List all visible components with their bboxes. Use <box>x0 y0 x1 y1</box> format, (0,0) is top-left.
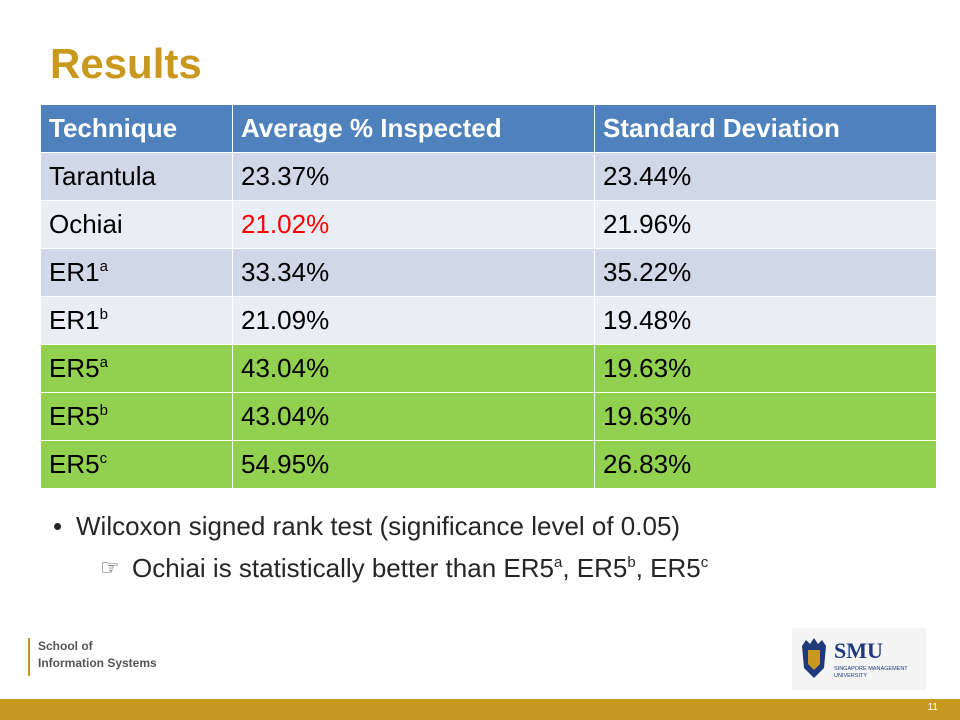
table-row: ER1a 33.34% 35.22% <box>40 248 937 297</box>
svg-text:SMU: SMU <box>834 638 883 663</box>
pointing-hand-icon: ☞ <box>100 555 120 580</box>
average-cell: 23.37% <box>232 152 595 201</box>
std-dev-cell: 26.83% <box>594 440 937 489</box>
std-dev-cell: 19.48% <box>594 296 937 345</box>
average-cell: 33.34% <box>232 248 595 297</box>
results-table: Technique Average % Inspected Standard D… <box>40 104 937 489</box>
header-standard-deviation: Standard Deviation <box>594 104 937 153</box>
page-number: 11 <box>927 702 938 713</box>
school-logo: School of Information Systems <box>28 638 157 676</box>
bullet-item: • Wilcoxon signed rank test (significanc… <box>53 508 708 548</box>
table-row: Tarantula 23.37% 23.44% <box>40 152 937 201</box>
table-row-highlighted: ER5a 43.04% 19.63% <box>40 344 937 393</box>
svg-text:UNIVERSITY: UNIVERSITY <box>834 673 867 679</box>
table-row: ER1b 21.09% 19.48% <box>40 296 937 345</box>
school-logo-line1: School of <box>38 639 93 653</box>
header-average-inspected: Average % Inspected <box>232 104 595 153</box>
average-cell: 21.09% <box>232 296 595 345</box>
average-cell: 43.04% <box>232 392 595 441</box>
school-logo-line2: Information Systems <box>38 656 157 670</box>
bullet-dot-icon: • <box>53 511 63 541</box>
std-dev-cell: 21.96% <box>594 200 937 249</box>
table-header-row: Technique Average % Inspected Standard D… <box>40 104 937 153</box>
sub-bullet-text: Ochiai is statistically better than ER5a… <box>132 553 709 583</box>
technique-cell: Ochiai <box>40 200 233 249</box>
technique-cell: ER1a <box>40 248 233 297</box>
table-row: Ochiai 21.02% 21.96% <box>40 200 937 249</box>
smu-logo: SMU SINGAPORE MANAGEMENT UNIVERSITY <box>792 628 926 690</box>
average-cell-highlighted: 21.02% <box>232 200 595 249</box>
footer-bar: 11 <box>0 699 960 720</box>
bullet-list: • Wilcoxon signed rank test (significanc… <box>53 508 708 586</box>
average-cell: 54.95% <box>232 440 595 489</box>
technique-cell: ER1b <box>40 296 233 345</box>
sub-bullet-item: ☞ Ochiai is statistically better than ER… <box>56 550 708 586</box>
table-row-highlighted: ER5b 43.04% 19.63% <box>40 392 937 441</box>
std-dev-cell: 35.22% <box>594 248 937 297</box>
average-cell: 43.04% <box>232 344 595 393</box>
std-dev-cell: 19.63% <box>594 392 937 441</box>
header-technique: Technique <box>40 104 233 153</box>
technique-cell: ER5c <box>40 440 233 489</box>
technique-cell: Tarantula <box>40 152 233 201</box>
std-dev-cell: 23.44% <box>594 152 937 201</box>
svg-text:SINGAPORE MANAGEMENT: SINGAPORE MANAGEMENT <box>834 666 908 672</box>
table-row-highlighted: ER5c 54.95% 26.83% <box>40 440 937 489</box>
technique-cell: ER5a <box>40 344 233 393</box>
slide-title: Results <box>50 40 202 87</box>
technique-cell: ER5b <box>40 392 233 441</box>
std-dev-cell: 19.63% <box>594 344 937 393</box>
bullet-text: Wilcoxon signed rank test (significance … <box>76 511 681 541</box>
